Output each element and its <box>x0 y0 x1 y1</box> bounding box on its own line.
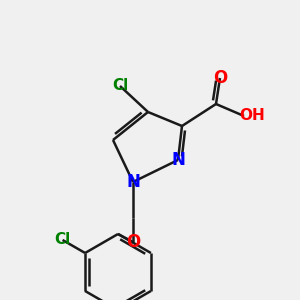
Text: O: O <box>126 233 140 251</box>
Text: N: N <box>126 173 140 191</box>
Text: Cl: Cl <box>112 79 128 94</box>
Text: N: N <box>171 151 185 169</box>
Text: O: O <box>213 69 227 87</box>
Text: OH: OH <box>239 109 265 124</box>
Text: Cl: Cl <box>54 232 71 247</box>
